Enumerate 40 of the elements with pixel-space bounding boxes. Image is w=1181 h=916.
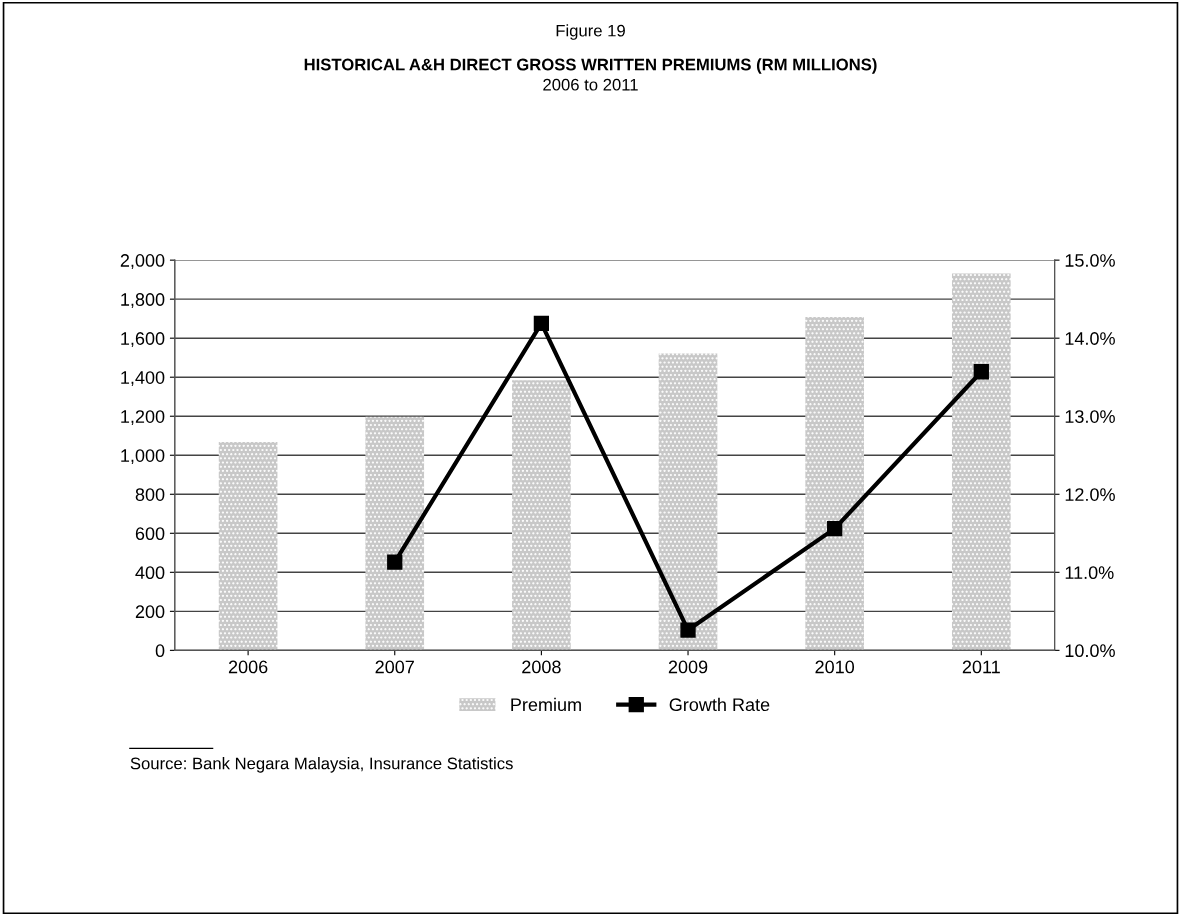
source-note: Source: Bank Negara Malaysia, Insurance Statistics bbox=[130, 757, 513, 773]
y-tick-label: 0 bbox=[155, 644, 165, 658]
x-tick-label: 2009 bbox=[668, 660, 708, 674]
y2-tick-label: 10.0% bbox=[1065, 644, 1115, 658]
point bbox=[827, 520, 843, 537]
y2-tick-label: 15.0% bbox=[1065, 254, 1115, 267]
x-tick-label: 2011 bbox=[962, 660, 1000, 674]
y2-tick-label: 12.0% bbox=[1065, 488, 1115, 501]
y-tick-label: 1,000 bbox=[121, 449, 165, 465]
bar bbox=[658, 353, 718, 651]
bar bbox=[951, 273, 1011, 651]
chart-subtitle: HISTORICAL A&H DIRECT GROSS WRITTEN PREMIUMS (RM MILLIONS) bbox=[304, 58, 877, 74]
bar bbox=[365, 416, 425, 651]
point bbox=[973, 364, 989, 380]
point bbox=[533, 315, 550, 331]
text: 2006 to 2011 bbox=[543, 78, 638, 91]
legend-label: Growth Rate bbox=[669, 697, 770, 712]
legend-label: Premium bbox=[511, 697, 581, 712]
y-tick-label: 1,200 bbox=[121, 410, 165, 426]
y-tick-label: 1,600 bbox=[121, 332, 165, 348]
y-tick-label: 1,400 bbox=[121, 371, 165, 387]
y2-tick-label: 13.0% bbox=[1065, 410, 1115, 423]
y-tick-label: 800 bbox=[135, 488, 165, 501]
y-tick-label: 200 bbox=[135, 605, 165, 619]
y-tick-label: 400 bbox=[135, 566, 165, 580]
x-tick-label: 2006 bbox=[228, 660, 268, 674]
x-tick-label: 2010 bbox=[815, 660, 855, 674]
x-tick-label: 2007 bbox=[375, 660, 414, 674]
chart-title: Figure 19 bbox=[556, 24, 625, 40]
y-tick-label: 600 bbox=[135, 527, 165, 541]
y-tick-label: 2,000 bbox=[120, 254, 165, 269]
y2-tick-label: 14.0% bbox=[1065, 332, 1115, 345]
point bbox=[680, 622, 696, 638]
point bbox=[387, 554, 403, 570]
x-tick-label: 2008 bbox=[522, 660, 561, 674]
bar bbox=[805, 316, 864, 651]
bar bbox=[218, 441, 278, 651]
bar bbox=[512, 380, 571, 651]
y2-tick-label: 11.0% bbox=[1065, 566, 1114, 580]
y-tick-label: 1,800 bbox=[121, 293, 165, 309]
